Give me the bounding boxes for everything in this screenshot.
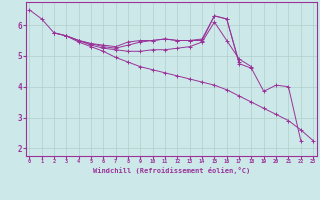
X-axis label: Windchill (Refroidissement éolien,°C): Windchill (Refroidissement éolien,°C): [92, 167, 250, 174]
